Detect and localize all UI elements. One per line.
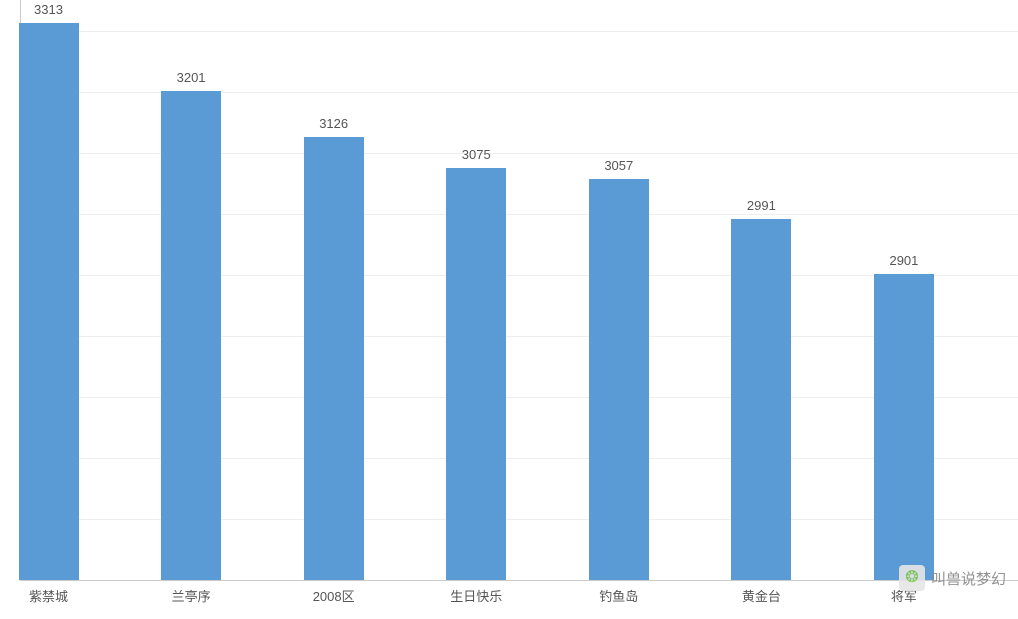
bar: 3201 [161,91,221,580]
bar: 2901 [874,274,934,580]
bar-value-label: 2991 [731,198,791,213]
bar-group: 2901 [875,0,1018,580]
bar: 3075 [446,168,506,580]
x-axis-label: 2008区 [304,586,364,605]
bar-value-label: 3313 [19,2,79,17]
watermark-text: 叫兽说梦幻 [931,568,1006,589]
x-axis-label: 生日快乐 [446,586,506,605]
watermark: ❂ 叫兽说梦幻 [899,565,1006,591]
bar: 3126 [304,137,364,580]
bar-group: 3126 [305,0,448,580]
bar: 3057 [589,179,649,580]
bar-value-label: 2901 [874,253,934,268]
x-axis-label: 兰亭序 [161,586,221,605]
x-axis-label: 黄金台 [731,586,791,605]
bar-group: 3313 [20,0,163,580]
bar-value-label: 3057 [589,158,649,173]
bar-group: 3075 [448,0,591,580]
bar-group: 3057 [590,0,733,580]
bar: 3313 [19,23,79,580]
bars-container: 3313 3201 3126 3075 3057 2991 2901 [20,0,1018,580]
bar-chart: 3313 3201 3126 3075 3057 2991 2901 紫禁城 兰亭序 2008区… [0,0,1018,619]
bar-group: 3201 [163,0,306,580]
bar-value-label: 3201 [161,70,221,85]
bar-value-label: 3075 [446,147,506,162]
x-axis-label: 紫禁城 [19,586,79,605]
wechat-icon: ❂ [899,565,925,591]
x-axis-labels: 紫禁城兰亭序2008区生日快乐钓鱼岛黄金台将军 [20,582,1018,612]
bar-value-label: 3126 [304,116,364,131]
bar-group: 2991 [733,0,876,580]
x-axis-label: 钓鱼岛 [589,586,649,605]
bar: 2991 [731,219,791,580]
